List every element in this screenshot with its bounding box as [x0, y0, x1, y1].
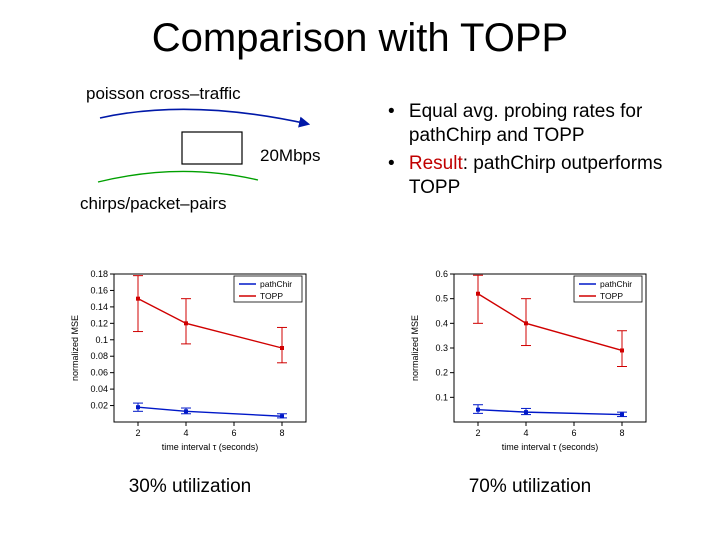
label-chirps: chirps/packet–pairs: [80, 194, 226, 214]
label-rate: 20Mbps: [260, 146, 320, 166]
svg-text:TOPP: TOPP: [600, 291, 623, 301]
caption-70pct: 70% utilization: [430, 476, 630, 498]
slide: Comparison with TOPP poisson cross–traff…: [0, 0, 720, 540]
svg-text:0.5: 0.5: [435, 294, 448, 304]
bullet-list: Equal avg. probing rates for pathChirp a…: [388, 100, 708, 205]
svg-text:pathChir: pathChir: [260, 279, 292, 289]
svg-text:0.1: 0.1: [435, 392, 448, 402]
svg-text:0.14: 0.14: [90, 302, 108, 312]
svg-text:6: 6: [231, 428, 236, 438]
svg-text:time interval τ (seconds): time interval τ (seconds): [502, 442, 599, 452]
svg-text:0.06: 0.06: [90, 368, 108, 378]
svg-text:4: 4: [523, 428, 528, 438]
bullet-item: Equal avg. probing rates for pathChirp a…: [388, 100, 708, 148]
bullet-item: Result: pathChirp outperforms TOPP: [388, 152, 708, 200]
svg-text:0.18: 0.18: [90, 269, 108, 279]
svg-text:4: 4: [183, 428, 188, 438]
svg-text:TOPP: TOPP: [260, 291, 283, 301]
svg-text:0.4: 0.4: [435, 318, 448, 328]
label-cross-traffic: poisson cross–traffic: [86, 84, 241, 104]
chart-30pct: 2 4 6 8 0.02 0.04 0.06 0.08 0.1 0.12 0.14 0.16 0.18 t…: [68, 262, 318, 452]
svg-text:0.3: 0.3: [435, 343, 448, 353]
svg-text:8: 8: [619, 428, 624, 438]
svg-text:normalized MSE: normalized MSE: [410, 315, 420, 381]
slide-title: Comparison with TOPP: [0, 16, 720, 61]
svg-text:6: 6: [571, 428, 576, 438]
svg-text:0.1: 0.1: [95, 335, 108, 345]
svg-text:pathChir: pathChir: [600, 279, 632, 289]
svg-text:normalized MSE: normalized MSE: [70, 315, 80, 381]
svg-text:2: 2: [475, 428, 480, 438]
svg-text:0.12: 0.12: [90, 318, 108, 328]
svg-text:0.2: 0.2: [435, 368, 448, 378]
chart-70pct: 2 4 6 8 0.1 0.2 0.3 0.4 0.5 0.6 time interval τ (s…: [408, 262, 658, 452]
svg-text:2: 2: [135, 428, 140, 438]
result-word: Result: [409, 153, 463, 174]
svg-text:0.6: 0.6: [435, 269, 448, 279]
svg-text:8: 8: [279, 428, 284, 438]
svg-text:0.04: 0.04: [90, 384, 108, 394]
svg-text:0.16: 0.16: [90, 285, 108, 295]
svg-text:0.08: 0.08: [90, 351, 108, 361]
caption-30pct: 30% utilization: [90, 476, 290, 498]
svg-text:0.02: 0.02: [90, 401, 108, 411]
svg-text:time interval τ (seconds): time interval τ (seconds): [162, 442, 259, 452]
